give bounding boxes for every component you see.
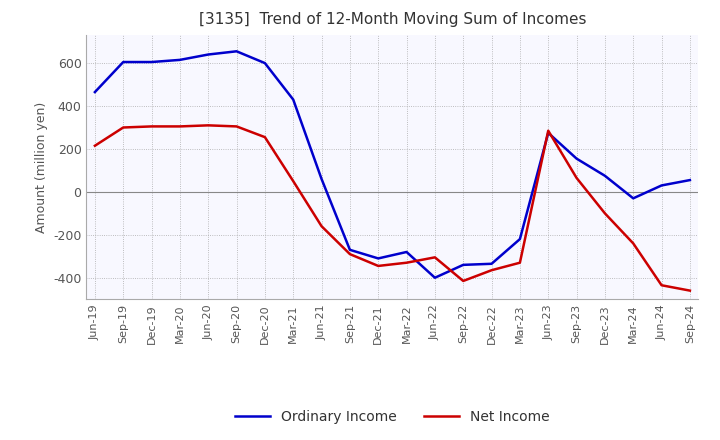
Ordinary Income <box>402 249 411 255</box>
Ordinary Income <box>600 173 609 179</box>
Ordinary Income <box>459 262 467 268</box>
Net Income <box>176 124 184 129</box>
Ordinary Income <box>176 57 184 62</box>
Net Income <box>600 211 609 216</box>
Net Income <box>459 279 467 284</box>
Ordinary Income <box>657 183 666 188</box>
Net Income <box>148 124 156 129</box>
Ordinary Income <box>204 52 212 57</box>
Net Income <box>91 143 99 148</box>
Net Income <box>346 252 354 257</box>
Ordinary Income <box>374 256 382 261</box>
Net Income <box>685 288 694 293</box>
Net Income <box>204 123 212 128</box>
Net Income <box>516 260 524 265</box>
Net Income <box>318 224 326 229</box>
Net Income <box>629 241 637 246</box>
Ordinary Income <box>685 177 694 183</box>
Ordinary Income <box>289 97 297 102</box>
Net Income <box>402 260 411 265</box>
Net Income <box>119 125 127 130</box>
Ordinary Income <box>318 176 326 182</box>
Net Income <box>233 124 241 129</box>
Net Income <box>289 179 297 184</box>
Ordinary Income <box>431 275 439 280</box>
Net Income <box>374 263 382 268</box>
Ordinary Income <box>148 59 156 65</box>
Ordinary Income <box>119 59 127 65</box>
Ordinary Income <box>629 196 637 201</box>
Line: Ordinary Income: Ordinary Income <box>95 51 690 278</box>
Ordinary Income <box>516 236 524 242</box>
Net Income <box>572 175 581 180</box>
Net Income <box>487 268 496 273</box>
Line: Net Income: Net Income <box>95 125 690 290</box>
Net Income <box>657 282 666 288</box>
Legend: Ordinary Income, Net Income: Ordinary Income, Net Income <box>230 404 555 429</box>
Ordinary Income <box>572 156 581 161</box>
Net Income <box>431 255 439 260</box>
Ordinary Income <box>487 261 496 267</box>
Ordinary Income <box>91 89 99 95</box>
Net Income <box>261 135 269 140</box>
Ordinary Income <box>544 130 552 136</box>
Ordinary Income <box>261 60 269 66</box>
Ordinary Income <box>233 49 241 54</box>
Net Income <box>544 128 552 133</box>
Ordinary Income <box>346 247 354 253</box>
Y-axis label: Amount (million yen): Amount (million yen) <box>35 102 48 233</box>
Title: [3135]  Trend of 12-Month Moving Sum of Incomes: [3135] Trend of 12-Month Moving Sum of I… <box>199 12 586 27</box>
